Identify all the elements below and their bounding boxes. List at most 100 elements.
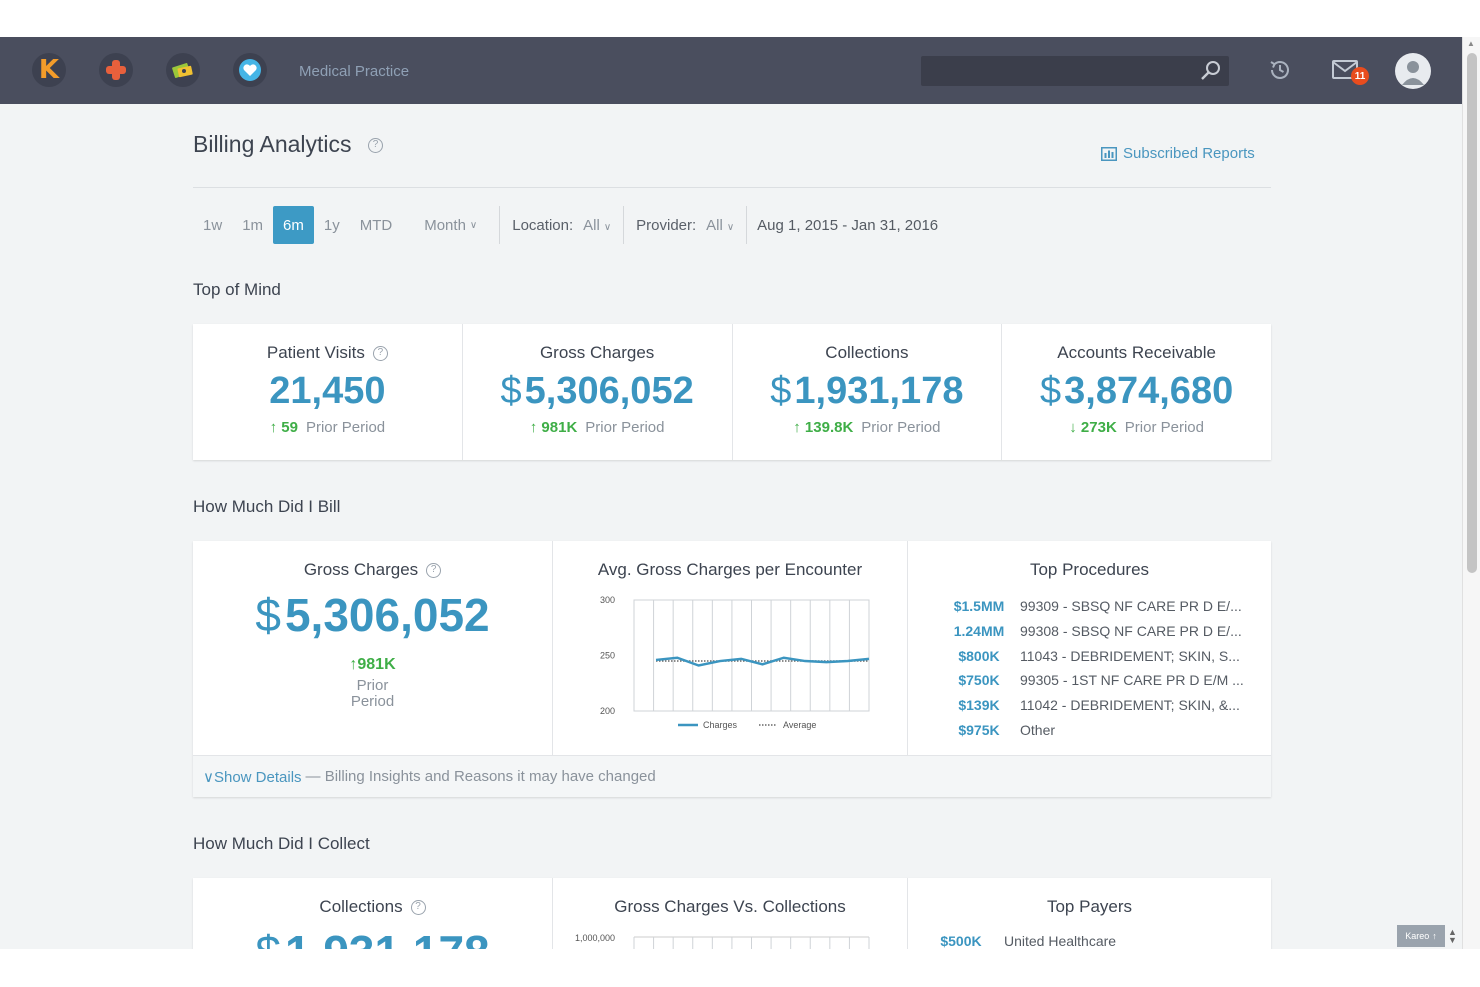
collections-panel: Collections? $1,931,178	[193, 878, 553, 949]
billing-card: Gross Charges? $5,306,052 ↑981K Prior Per…	[193, 541, 1271, 797]
medical-cross-app-icon[interactable]	[99, 53, 133, 87]
show-details-link[interactable]: ∨Show Details	[203, 768, 302, 786]
top-payers-panel: Top Payers $500K United Healthcare	[908, 878, 1271, 949]
provider-dropdown[interactable]: All ∨	[706, 217, 734, 234]
collections-card: Collections? $1,931,178 Gross Charges Vs…	[193, 878, 1271, 949]
procedure-amount: $750K	[958, 672, 1000, 689]
panel-title-text: Collections	[319, 897, 403, 916]
gross-vs-collections-chart[interactable]: 1,000,000	[565, 928, 885, 949]
currency-symbol: $	[255, 589, 281, 641]
location-value: All	[583, 216, 600, 234]
delta-up: ↑981K	[349, 656, 396, 673]
chevron-down-icon: ∨	[726, 221, 735, 233]
panel-title-text: Gross Charges	[303, 560, 419, 579]
month-dropdown[interactable]: Month ∨	[414, 206, 487, 244]
filter-divider	[623, 206, 625, 244]
kpi-delta: ↑ 981K Prior Period	[463, 419, 732, 436]
scroll-up-arrow-icon[interactable]: ▲	[1467, 39, 1475, 48]
delta-value: 273K	[1080, 419, 1117, 436]
location-label: Location:	[512, 216, 574, 234]
period-1m[interactable]: 1m	[242, 216, 264, 234]
delta-down: ↓ 273K	[1069, 419, 1117, 436]
kareo-logo-icon[interactable]: K	[32, 53, 66, 87]
prior-period-label: Prior Period	[193, 678, 552, 710]
procedure-row[interactable]: $139K 11042 - DEBRIDEMENT; SKIN, &...	[938, 693, 1271, 718]
kpi-gross-charges[interactable]: Gross Charges $5,306,052 ↑ 981K Prior Per…	[463, 324, 733, 460]
widget-scroll-arrows-icon[interactable]: ▲ ▼	[1448, 927, 1457, 945]
provider-label: Provider:	[636, 216, 697, 234]
kpi-collections[interactable]: Collections $1,931,178 ↑ 139.8K Prior Per…	[733, 324, 1003, 460]
procedure-row[interactable]: $975K Other	[938, 717, 1271, 742]
user-avatar[interactable]	[1395, 53, 1431, 89]
kpi-accounts-receivable[interactable]: Accounts Receivable $3,874,680 ↓ 273K Pri…	[1002, 324, 1271, 460]
avg-charges-panel: Avg. Gross Charges per Encounter 300 250 2…	[553, 541, 908, 755]
panel-title: Avg. Gross Charges per Encounter	[597, 560, 863, 579]
procedure-row[interactable]: 1.24MM 99308 - SBSQ NF CARE PR D E/...	[938, 619, 1271, 644]
period-mtd[interactable]: MTD	[359, 216, 393, 234]
procedure-description: 99305 - 1ST NF CARE PR D E/M ...	[1020, 672, 1244, 689]
month-dropdown-label: Month	[424, 216, 466, 234]
page-scrollbar[interactable]: ▲	[1462, 37, 1480, 949]
billing-cash-app-icon[interactable]	[166, 53, 200, 87]
kareo-widget[interactable]: Kareo ↑	[1397, 925, 1445, 947]
kareo-widget-label: Kareo	[1405, 931, 1430, 941]
procedure-amount: $139K	[958, 697, 1000, 714]
help-icon[interactable]: ?	[368, 138, 383, 153]
kpi-label: Patient Visits?	[193, 343, 462, 363]
delta-value: 981K	[541, 419, 578, 436]
practice-name[interactable]: Medical Practice	[299, 63, 410, 80]
search-input[interactable]	[921, 56, 1229, 86]
page-title: Billing Analytics	[193, 131, 352, 157]
kpi-label-text: Accounts Receivable	[1057, 343, 1216, 362]
procedure-row[interactable]: $800K 11043 - DEBRIDEMENT; SKIN, S...	[938, 643, 1271, 668]
chevron-down-icon: ∨	[203, 768, 214, 786]
help-icon[interactable]: ?	[410, 899, 426, 915]
gross-vs-collections-panel: Gross Charges Vs. Collections 1,000,000	[553, 878, 908, 949]
help-icon[interactable]: ?	[372, 345, 388, 361]
period-6m[interactable]: 6m	[273, 206, 314, 244]
section-title-how-much-bill: How Much Did I Bill	[193, 497, 341, 516]
kpi-label-text: Gross Charges	[539, 343, 655, 362]
avg-charges-line-chart[interactable]: 300 250 200 Charges Average	[565, 591, 885, 741]
header-divider	[193, 187, 1271, 188]
patient-engagement-app-icon[interactable]	[233, 53, 267, 87]
app-viewport: K Medical Practice	[0, 37, 1462, 949]
kpi-label: Collections	[733, 343, 1002, 363]
top-navigation-bar: K Medical Practice	[0, 37, 1462, 104]
currency-symbol: $	[255, 926, 281, 949]
delta-value: 139.8K	[804, 419, 854, 436]
cash-icon	[172, 63, 193, 78]
payer-amount: $500K	[940, 933, 982, 949]
prior-period-label: Prior Period	[585, 419, 665, 436]
prior-period-label: Prior Period	[861, 419, 941, 436]
provider-value: All	[706, 216, 723, 234]
kpi-label: Gross Charges	[463, 343, 732, 363]
procedure-row[interactable]: $1.5MM 99309 - SBSQ NF CARE PR D E/...	[938, 594, 1271, 619]
procedure-row[interactable]: $750K 99305 - 1ST NF CARE PR D E/M ...	[938, 668, 1271, 693]
period-1w[interactable]: 1w	[203, 216, 223, 234]
procedure-description: Other	[1020, 721, 1056, 738]
kpi-delta: ↑ 59 Prior Period	[193, 419, 462, 436]
period-1y[interactable]: 1y	[323, 216, 340, 234]
procedure-description: 11043 - DEBRIDEMENT; SKIN, S...	[1020, 647, 1240, 664]
details-description: — Billing Insights and Reasons it may ha…	[305, 768, 656, 785]
kpi-value-text: 5,306,052	[524, 370, 694, 412]
y-tick-label: 300	[600, 595, 615, 605]
history-icon[interactable]	[1266, 56, 1294, 84]
chevron-down-icon: ∨	[469, 219, 478, 231]
scrollbar-thumb[interactable]	[1467, 53, 1477, 573]
location-dropdown[interactable]: All ∨	[583, 217, 611, 234]
currency-symbol: $	[770, 370, 792, 412]
kpi-patient-visits[interactable]: Patient Visits? 21,450 ↑ 59 Prior Period	[193, 324, 463, 460]
section-title-top-of-mind: Top of Mind	[193, 280, 281, 299]
prior-period-label: Prior Period	[1124, 419, 1204, 436]
panel-title: Gross Charges Vs. Collections	[614, 897, 846, 916]
search-icon[interactable]	[1199, 59, 1223, 83]
help-icon[interactable]: ?	[426, 562, 442, 578]
subscribed-reports-link[interactable]: Subscribed Reports	[1101, 145, 1255, 162]
payer-row[interactable]: $500K United Healthcare	[908, 933, 1271, 949]
show-details-bar[interactable]: ∨Show Details — Billing Insights and Rea…	[193, 755, 1271, 797]
y-tick-label: 250	[600, 651, 615, 661]
panel-title: Collections?	[193, 897, 552, 917]
kpi-value-text: 1,931,178	[794, 370, 964, 412]
